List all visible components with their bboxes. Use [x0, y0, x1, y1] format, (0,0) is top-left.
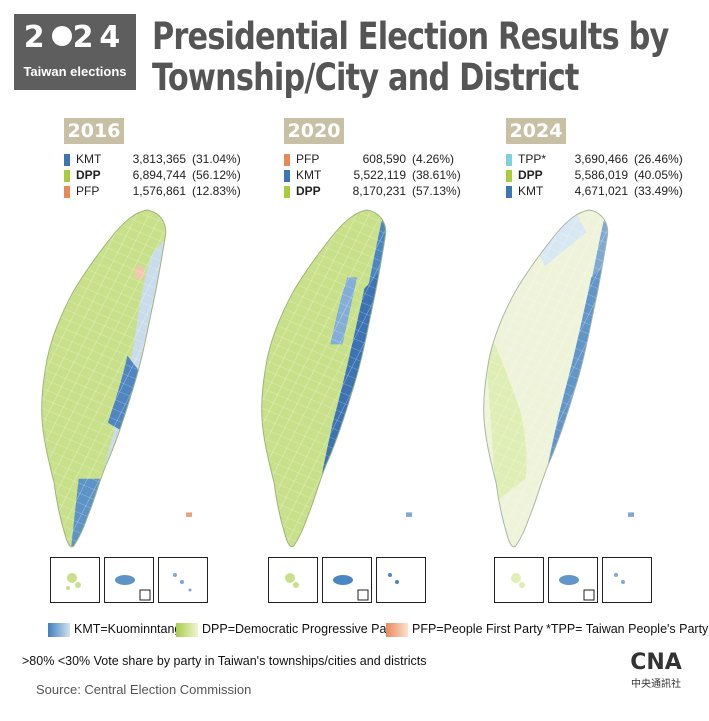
party-swatch: [506, 153, 512, 166]
inset-matsu-2024: [602, 557, 652, 603]
kmt-gradient-swatch: [48, 622, 70, 637]
page-title: Presidential Election Results by Townshi…: [152, 15, 669, 99]
party-swatch: [284, 169, 290, 182]
map-2020: [261, 209, 413, 548]
logo-subtitle: Taiwan elections: [23, 64, 127, 79]
inset-kinmen-2024: [548, 557, 598, 603]
legend-row: TPP* 3,690,466 (26.46%): [506, 151, 683, 167]
inset-penghu-2024: [494, 557, 544, 603]
legend-dpp: DPP=Democratic Progressive Party: [176, 622, 400, 642]
ballot-icon: [51, 25, 72, 46]
party-swatch: [284, 185, 290, 198]
party-swatch: [64, 185, 70, 198]
inset-kinmen-2016: [104, 557, 154, 603]
year-label-2020: 2020: [284, 118, 344, 144]
party-swatch: [506, 169, 512, 182]
legend-tpp: *TPP= Taiwan People's Party: [546, 622, 709, 636]
cna-mark: CNA: [630, 650, 682, 675]
inset-kinmen-2020: [322, 557, 372, 603]
year-label-2024: 2024: [506, 118, 566, 144]
source-credit: Source: Central Election Commission: [36, 682, 252, 697]
scale-low: <30%: [57, 654, 91, 668]
logo-year-left: 2: [23, 20, 51, 55]
map-2024: [483, 209, 635, 548]
party-swatch: [506, 185, 512, 198]
legend-row: KMT 3,813,365 (31.04%): [64, 151, 241, 167]
party-swatch: [64, 153, 70, 166]
legend-pfp: PFP=People First Party: [386, 622, 543, 642]
legend-2024: TPP* 3,690,466 (26.46%) DPP 5,586,019 (40.05…: [506, 151, 683, 199]
map-2016: [41, 209, 193, 548]
title-line-2: Township/City and District: [152, 56, 579, 99]
party-swatch: [284, 153, 290, 166]
year-label-2016: 2016: [64, 118, 124, 144]
legend-row: DPP 5,586,019 (40.05%): [506, 167, 683, 183]
inset-matsu-2016: [158, 557, 208, 603]
legend-2016: KMT 3,813,365 (31.04%) DPP 6,894,744 (56.12%…: [64, 151, 241, 199]
inset-penghu-2020: [268, 557, 318, 603]
legend-row: KMT 5,522,119 (38.61%): [284, 167, 461, 183]
cna-logo: CNA 中央通訊社: [627, 650, 685, 690]
pfp-gradient-swatch: [386, 622, 408, 637]
dpp-gradient-swatch: [176, 622, 198, 637]
election-logo: 2 24 Taiwan elections: [14, 14, 136, 90]
legend-row: PFP 608,590 (4.26%): [284, 151, 461, 167]
inset-penghu-2016: [50, 557, 100, 603]
logo-year-right: 24: [72, 20, 127, 55]
scale-description: Vote share by party in Taiwan's township…: [93, 654, 427, 668]
scale-note: >80% <30% Vote share by party in Taiwan'…: [22, 654, 427, 668]
legend-row: PFP 1,576,861 (12.83%): [64, 183, 241, 199]
cna-chinese-name: 中央通訊社: [631, 679, 681, 690]
legend-row: KMT 4,671,021 (33.49%): [506, 183, 683, 199]
legend-row: DPP 8,170,231 (57.13%): [284, 183, 461, 199]
legend-kmt: KMT=Kuominntang: [48, 622, 181, 642]
scale-high: >80%: [22, 654, 55, 668]
legend-row: DPP 6,894,744 (56.12%): [64, 167, 241, 183]
legend-2020: PFP 608,590 (4.26%) KMT 5,522,119 (38.61%) D…: [284, 151, 461, 199]
inset-matsu-2020: [376, 557, 426, 603]
party-swatch: [64, 169, 70, 182]
title-line-1: Presidential Election Results by: [152, 15, 669, 58]
